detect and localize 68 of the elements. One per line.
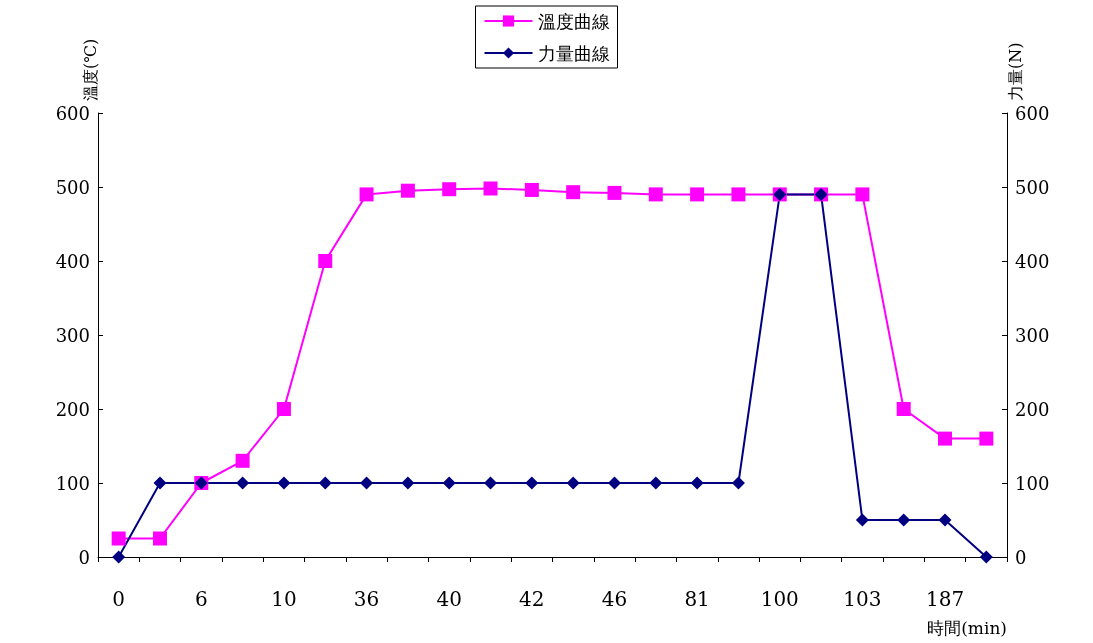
- y-tick-label: 400: [55, 250, 90, 272]
- point: [979, 431, 994, 446]
- point: [855, 187, 870, 202]
- x-tick-label: 36: [353, 587, 380, 611]
- y-tick-label: 600: [55, 102, 90, 124]
- point: [401, 476, 415, 490]
- point: [607, 185, 622, 200]
- point: [318, 254, 333, 268]
- point: [979, 550, 993, 564]
- point: [897, 513, 911, 527]
- y-tick-label: 100: [55, 472, 90, 494]
- x-tick-label: 46: [601, 587, 628, 611]
- y2-axis-title: 力量(N): [1005, 42, 1025, 102]
- point: [607, 476, 621, 490]
- point: [276, 402, 291, 416]
- point: [731, 476, 745, 490]
- point: [236, 476, 250, 490]
- y2-tick-label: 400: [1015, 250, 1050, 272]
- point: [442, 476, 456, 490]
- y2-tick-label: 0: [1015, 546, 1027, 568]
- point: [112, 550, 126, 564]
- y2-tick-label: 100: [1015, 472, 1050, 494]
- x-tick-label: 42: [519, 587, 545, 611]
- point: [152, 531, 167, 546]
- point: [359, 187, 374, 202]
- y-tick-label: 200: [55, 398, 90, 420]
- x-tick-label: 0: [112, 587, 126, 611]
- y-tick-label: 0: [78, 546, 90, 568]
- y-tick-label: 500: [55, 176, 90, 198]
- y2-tick-label: 200: [1015, 398, 1050, 420]
- y-axis-title: 溫度(℃): [80, 38, 100, 102]
- point: [111, 531, 126, 546]
- x-tick-label: 10: [271, 587, 297, 611]
- point: [896, 402, 911, 416]
- x-tick-label: 81: [684, 587, 710, 611]
- point: [360, 476, 374, 490]
- point: [938, 431, 953, 446]
- point: [566, 185, 581, 200]
- x-axis-title: 時間(min): [927, 617, 1007, 638]
- point: [690, 187, 705, 202]
- y2-tick-label: 500: [1015, 176, 1050, 198]
- x-tick-label: 100: [760, 587, 799, 611]
- point: [690, 476, 704, 490]
- legend-label: 力量曲線: [537, 42, 610, 64]
- point: [525, 476, 539, 490]
- y-tick-label: 300: [55, 324, 90, 346]
- x-tick-label: 40: [436, 587, 462, 611]
- point: [277, 476, 291, 490]
- point: [524, 182, 539, 197]
- point: [484, 476, 498, 490]
- point: [318, 476, 332, 490]
- point: [855, 513, 869, 527]
- x-tick-label: 187: [925, 587, 965, 611]
- point: [649, 476, 663, 490]
- x-tick-label: 6: [194, 587, 208, 611]
- point: [235, 453, 250, 468]
- x-tick-label: 103: [843, 587, 882, 611]
- point: [566, 476, 580, 490]
- point: [483, 181, 498, 196]
- point: [153, 476, 167, 490]
- point: [731, 187, 746, 202]
- point: [938, 513, 952, 527]
- point: [442, 182, 457, 197]
- point: [400, 183, 415, 198]
- point: [648, 187, 663, 202]
- y2-tick-label: 300: [1015, 324, 1050, 346]
- y2-tick-label: 600: [1015, 102, 1050, 124]
- legend-label: 溫度曲線: [537, 10, 610, 32]
